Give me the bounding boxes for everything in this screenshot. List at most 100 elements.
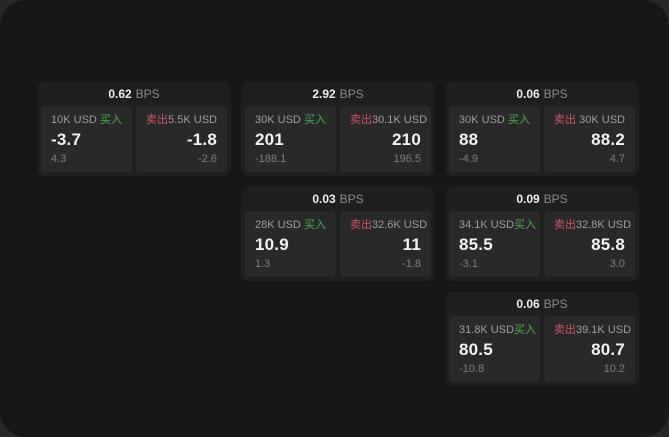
bps-unit-label: BPS bbox=[339, 87, 364, 101]
sell-panel[interactable]: 卖出 39.1K USD 80.7 10.2 bbox=[544, 316, 635, 382]
buy-panel[interactable]: 30K USD 买入 88 -4.9 bbox=[449, 106, 540, 172]
sell-price: 11 bbox=[402, 235, 421, 254]
bps-value: 0.62 bbox=[108, 87, 132, 101]
sell-amount: 30K USD bbox=[579, 114, 625, 126]
sell-delta: 3.0 bbox=[609, 258, 625, 270]
sell-amount: 30.1K USD bbox=[372, 114, 428, 126]
buy-delta: -4.9 bbox=[459, 153, 478, 165]
buy-amount: 30K USD bbox=[459, 114, 505, 126]
sell-side-label: 卖出 bbox=[554, 219, 576, 231]
buy-price: 88 bbox=[459, 130, 479, 149]
bps-unit-label: BPS bbox=[339, 192, 364, 206]
card-header: 0.03 BPS bbox=[241, 187, 435, 211]
buy-amount: 30K USD bbox=[255, 114, 301, 126]
card-body: 10K USD 买入 -3.7 4.3 卖出 5.5K USD -1.8 -2.… bbox=[37, 106, 231, 176]
sell-panel-top: 卖出 32.8K USD bbox=[554, 218, 631, 232]
sell-panel[interactable]: 卖出 32.6K USD 11 -1.8 bbox=[340, 211, 431, 277]
buy-panel[interactable]: 10K USD 买入 -3.7 4.3 bbox=[41, 106, 132, 172]
buy-delta: -10.8 bbox=[459, 363, 485, 375]
card-body: 31.8K USD 买入 80.5 -10.8 卖出 39.1K USD 80.… bbox=[445, 316, 639, 386]
card-body: 30K USD 买入 88 -4.9 卖出 30K USD 88.2 4.7 bbox=[445, 106, 639, 176]
buy-amount: 31.8K USD bbox=[459, 324, 515, 336]
sell-amount: 32.8K USD bbox=[576, 219, 632, 231]
bps-value: 0.06 bbox=[516, 87, 540, 101]
sell-side-label: 卖出 bbox=[350, 114, 372, 126]
sell-amount: 32.6K USD bbox=[372, 219, 428, 231]
sell-delta: 10.2 bbox=[603, 363, 625, 375]
sell-panel[interactable]: 卖出 5.5K USD -1.8 -2.6 bbox=[136, 106, 227, 172]
price-card: 0.06 BPS 31.8K USD 买入 80.5 -10.8 卖出 39.1… bbox=[445, 292, 639, 386]
sell-panel-top: 卖出 30K USD bbox=[554, 113, 625, 127]
buy-delta: 1.3 bbox=[255, 258, 271, 270]
sell-side-label: 卖出 bbox=[146, 114, 168, 126]
sell-delta: -2.6 bbox=[198, 153, 217, 165]
buy-panel-top: 30K USD 买入 bbox=[255, 113, 326, 127]
sell-amount: 5.5K USD bbox=[168, 114, 217, 126]
sell-side-label: 卖出 bbox=[350, 219, 372, 231]
buy-panel[interactable]: 28K USD 买入 10.9 1.3 bbox=[245, 211, 336, 277]
sell-panel-top: 卖出 32.6K USD bbox=[350, 218, 427, 232]
sell-delta: 4.7 bbox=[609, 153, 625, 165]
pricing-grid: 0.62 BPS 10K USD 买入 -3.7 4.3 卖出 5.5K USD… bbox=[37, 82, 639, 386]
card-header: 0.62 BPS bbox=[37, 82, 231, 106]
buy-panel-top: 34.1K USD 买入 bbox=[459, 218, 536, 232]
sell-side-label: 卖出 bbox=[554, 114, 576, 126]
buy-amount: 34.1K USD bbox=[459, 219, 515, 231]
buy-price: 80.5 bbox=[459, 340, 493, 359]
sell-panel-top: 卖出 30.1K USD bbox=[350, 113, 427, 127]
card-body: 30K USD 买入 201 -188.1 卖出 30.1K USD 210 1… bbox=[241, 106, 435, 176]
sell-price: -1.8 bbox=[186, 130, 217, 149]
price-card: 0.62 BPS 10K USD 买入 -3.7 4.3 卖出 5.5K USD… bbox=[37, 82, 231, 176]
buy-panel[interactable]: 34.1K USD 买入 85.5 -3.1 bbox=[449, 211, 540, 277]
sell-delta: -1.8 bbox=[402, 258, 421, 270]
price-card: 0.03 BPS 28K USD 买入 10.9 1.3 卖出 32.6K US… bbox=[241, 187, 435, 281]
sell-side-label: 卖出 bbox=[554, 324, 576, 336]
buy-panel-top: 10K USD 买入 bbox=[51, 113, 122, 127]
card-header: 0.09 BPS bbox=[445, 187, 639, 211]
sell-panel[interactable]: 卖出 32.8K USD 85.8 3.0 bbox=[544, 211, 635, 277]
sell-panel-top: 卖出 39.1K USD bbox=[554, 323, 631, 337]
card-header: 0.06 BPS bbox=[445, 82, 639, 106]
bps-unit-label: BPS bbox=[543, 87, 568, 101]
sell-panel[interactable]: 卖出 30.1K USD 210 196.5 bbox=[340, 106, 431, 172]
card-header: 2.92 BPS bbox=[241, 82, 435, 106]
buy-panel[interactable]: 31.8K USD 买入 80.5 -10.8 bbox=[449, 316, 540, 382]
buy-price: -3.7 bbox=[51, 130, 82, 149]
buy-panel-top: 30K USD 买入 bbox=[459, 113, 530, 127]
buy-side-label: 买入 bbox=[100, 114, 122, 126]
bps-value: 0.06 bbox=[516, 297, 540, 311]
buy-amount: 10K USD bbox=[51, 114, 97, 126]
buy-delta: 4.3 bbox=[51, 153, 67, 165]
price-card: 0.09 BPS 34.1K USD 买入 85.5 -3.1 卖出 32.8K… bbox=[445, 187, 639, 281]
buy-price: 85.5 bbox=[459, 235, 493, 254]
buy-panel-top: 31.8K USD 买入 bbox=[459, 323, 536, 337]
buy-delta: -188.1 bbox=[255, 153, 287, 165]
sell-price: 210 bbox=[392, 130, 421, 149]
buy-delta: -3.1 bbox=[459, 258, 478, 270]
bps-value: 2.92 bbox=[312, 87, 336, 101]
price-card: 2.92 BPS 30K USD 买入 201 -188.1 卖出 30.1K … bbox=[241, 82, 435, 176]
buy-price: 10.9 bbox=[255, 235, 289, 254]
bps-unit-label: BPS bbox=[135, 87, 160, 101]
buy-side-label: 买入 bbox=[514, 219, 537, 231]
sell-amount: 39.1K USD bbox=[576, 324, 632, 336]
bps-value: 0.09 bbox=[516, 192, 540, 206]
buy-amount: 28K USD bbox=[255, 219, 301, 231]
sell-panel[interactable]: 卖出 30K USD 88.2 4.7 bbox=[544, 106, 635, 172]
sell-delta: 196.5 bbox=[393, 153, 421, 165]
sell-price: 85.8 bbox=[591, 235, 625, 254]
sell-price: 80.7 bbox=[591, 340, 625, 359]
card-body: 28K USD 买入 10.9 1.3 卖出 32.6K USD 11 -1.8 bbox=[241, 211, 435, 281]
bps-unit-label: BPS bbox=[543, 192, 568, 206]
bps-unit-label: BPS bbox=[543, 297, 568, 311]
price-card: 0.06 BPS 30K USD 买入 88 -4.9 卖出 30K USD 8… bbox=[445, 82, 639, 176]
buy-side-label: 买入 bbox=[514, 324, 537, 336]
sell-price: 88.2 bbox=[591, 130, 625, 149]
bps-value: 0.03 bbox=[312, 192, 336, 206]
card-header: 0.06 BPS bbox=[445, 292, 639, 316]
buy-panel[interactable]: 30K USD 买入 201 -188.1 bbox=[245, 106, 336, 172]
buy-side-label: 买入 bbox=[508, 114, 530, 126]
buy-panel-top: 28K USD 买入 bbox=[255, 218, 326, 232]
buy-price: 201 bbox=[255, 130, 284, 149]
